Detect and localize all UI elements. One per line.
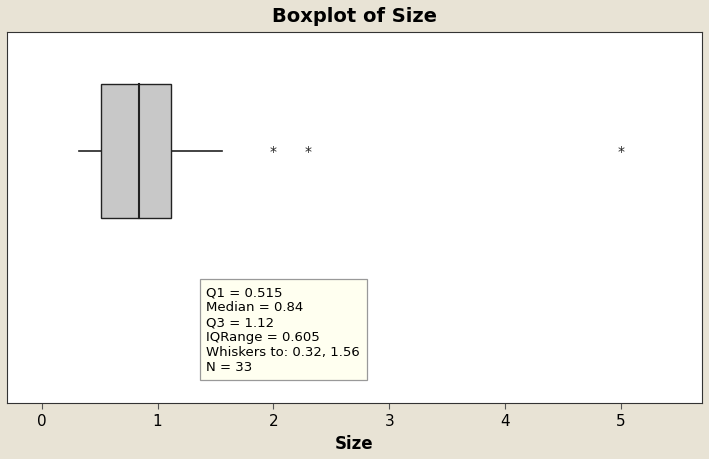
Text: *: * — [270, 145, 277, 158]
Text: *: * — [305, 145, 312, 158]
Text: *: * — [618, 145, 625, 158]
Title: Boxplot of Size: Boxplot of Size — [272, 7, 437, 26]
Bar — [101, 85, 172, 218]
X-axis label: Size: Size — [335, 434, 374, 452]
Text: Q1 = 0.515
Median = 0.84
Q3 = 1.12
IQRange = 0.605
Whiskers to: 0.32, 1.56
N = 3: Q1 = 0.515 Median = 0.84 Q3 = 1.12 IQRan… — [206, 286, 360, 374]
